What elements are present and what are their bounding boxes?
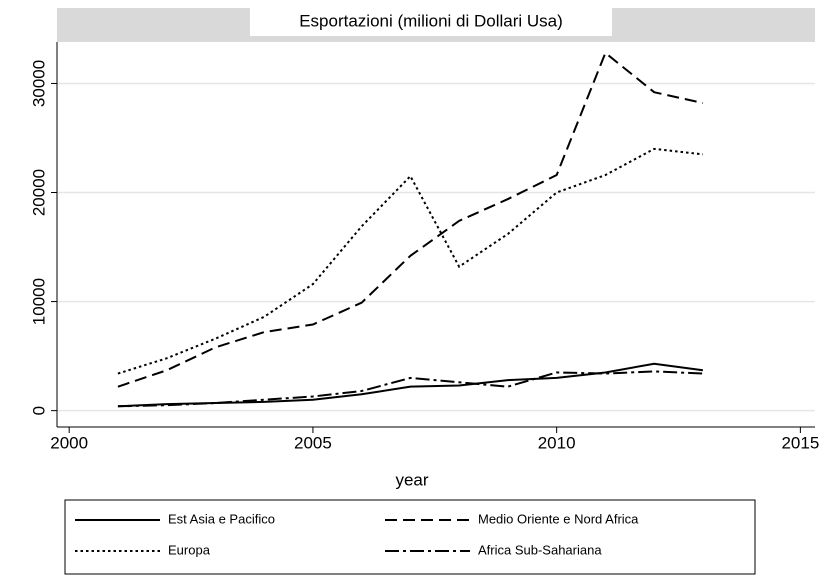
x-tick-label: 2005 (294, 433, 332, 452)
legend-box (64, 499, 756, 575)
y-tick-label: 0 (29, 406, 48, 415)
x-axis-label: year (395, 470, 428, 489)
legend-label: Medio Oriente e Nord Africa (478, 511, 639, 526)
y-tick-label: 30000 (29, 60, 48, 107)
title-box (250, 8, 612, 36)
y-tick-label: 20000 (29, 169, 48, 216)
series-line (117, 370, 703, 408)
x-tick-label: 2015 (781, 433, 819, 452)
y-tick-label: 10000 (29, 278, 48, 325)
series-line (117, 147, 703, 375)
chart-title: Esportazioni (milioni di Dollari Usa) (299, 11, 563, 30)
legend-label: Europa (168, 542, 211, 557)
legend-label: Est Asia e Pacifico (168, 511, 275, 526)
series-line (117, 51, 704, 388)
x-tick-label: 2010 (538, 433, 576, 452)
legend-label: Africa Sub-Sahariana (478, 542, 602, 557)
x-tick-label: 2000 (50, 433, 88, 452)
series-line (117, 362, 704, 408)
